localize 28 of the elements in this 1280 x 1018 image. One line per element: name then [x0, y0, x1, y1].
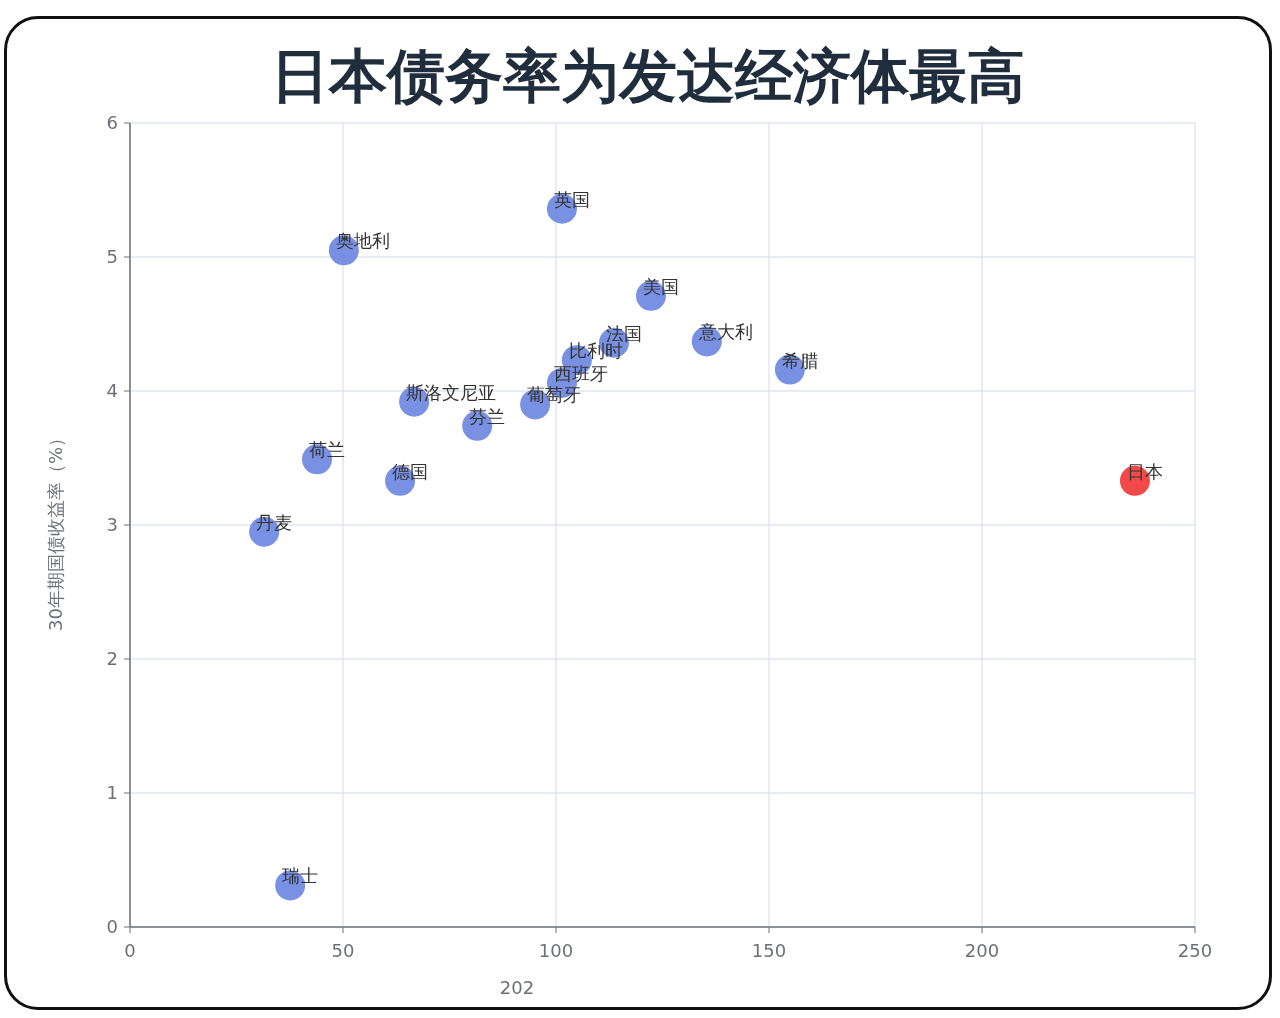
chart-title: 日本债务率为发达经济体最高 [271, 42, 1025, 110]
series-label: 希腊 [781, 349, 818, 371]
series-label: 英国 [553, 188, 590, 210]
y-tick-label: 0 [106, 916, 118, 937]
x-tick-label: 100 [538, 940, 574, 961]
series-label: 瑞士 [282, 865, 319, 887]
x-tick-label: 250 [1177, 940, 1213, 961]
y-tick-label: 2 [106, 648, 118, 669]
x-tick-label: 150 [751, 940, 787, 961]
series-label: 日本 [1126, 460, 1163, 482]
series-label: 德国 [392, 460, 429, 482]
y-tick-label: 3 [106, 514, 118, 535]
x-tick-label: 0 [124, 940, 136, 961]
y-axis-title: 30年期国债收益率（%） [45, 428, 66, 632]
y-tick-label: 4 [106, 380, 118, 401]
series-label: 意大利 [697, 321, 753, 343]
y-tick-label: 5 [106, 246, 118, 267]
x-axis-title: 202 [499, 977, 535, 998]
y-tick-label: 1 [106, 782, 118, 803]
x-tick-label: 50 [331, 940, 355, 961]
y-tick-label: 6 [106, 112, 118, 133]
x-tick-label: 200 [964, 940, 1000, 961]
series-label: 丹麦 [256, 511, 293, 533]
series-label: 美国 [643, 275, 679, 297]
series-label: 荷兰 [309, 439, 346, 461]
series-label: 斯洛文尼亚 [406, 381, 497, 403]
series-label: 奥地利 [335, 230, 390, 252]
series-label: 芬兰 [469, 405, 506, 427]
